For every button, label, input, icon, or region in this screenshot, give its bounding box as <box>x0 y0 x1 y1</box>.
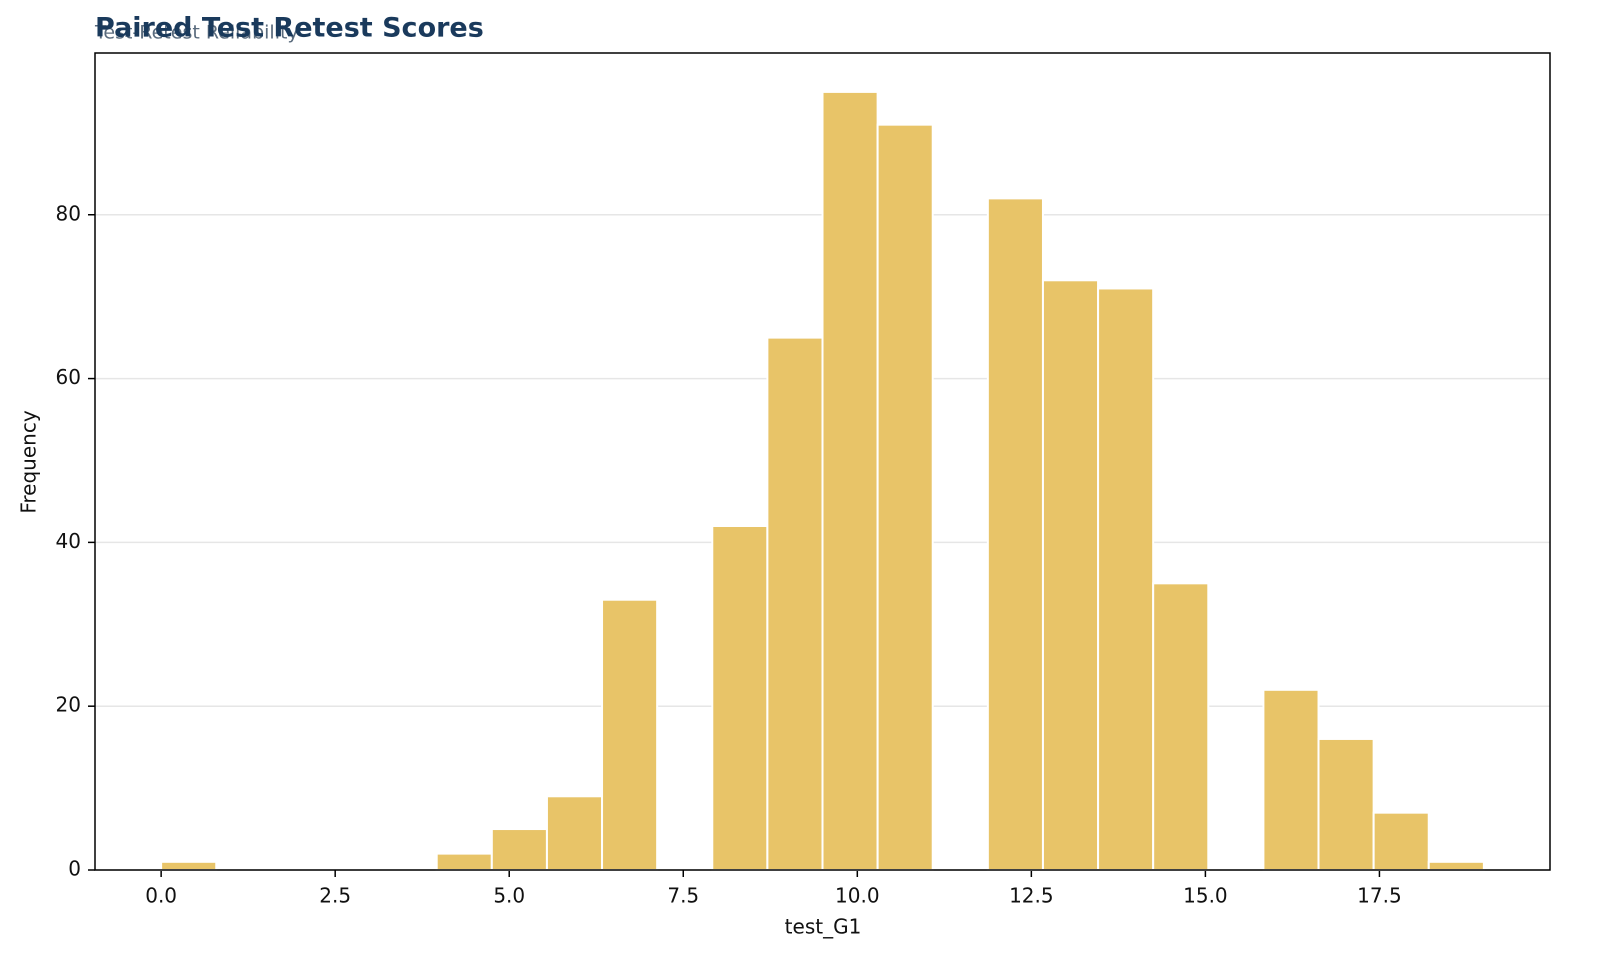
bar <box>1317 737 1375 872</box>
bar <box>766 336 824 872</box>
chart-title: Paired Test Retest Scores <box>95 13 484 44</box>
x-tick-label: 2.5 <box>319 884 351 908</box>
x-tick-label: 15.0 <box>1183 884 1228 908</box>
chart-subtitle: Test-Retest Reliability <box>94 22 299 44</box>
plot-frame <box>94 52 1551 871</box>
bar <box>160 860 218 871</box>
bar <box>711 525 769 871</box>
bar <box>876 123 934 871</box>
bar <box>821 90 879 871</box>
bar <box>1372 811 1430 872</box>
x-tick-label: 7.5 <box>667 884 699 908</box>
bar <box>545 795 604 871</box>
x-tick-label: 12.5 <box>1009 884 1054 908</box>
bar <box>986 197 1044 871</box>
y-tick-label: 20 <box>56 693 81 717</box>
y-tick-label: 40 <box>56 529 81 553</box>
bar <box>1427 860 1485 871</box>
bar <box>490 828 548 871</box>
x-tick-label: 0.0 <box>145 884 177 908</box>
bar <box>435 852 493 871</box>
bar <box>601 598 659 871</box>
bar <box>1152 582 1210 871</box>
bar <box>1097 287 1155 871</box>
y-axis-label: Frequency <box>17 410 41 513</box>
x-tick-label: 5.0 <box>493 884 525 908</box>
y-tick-label: 0 <box>68 857 81 881</box>
x-tick-label: 10.0 <box>835 884 880 908</box>
x-tick-label: 17.5 <box>1357 884 1402 908</box>
bar <box>1041 279 1100 871</box>
y-tick-label: 60 <box>56 365 81 389</box>
bar <box>1262 688 1320 871</box>
y-tick-label: 80 <box>56 201 81 225</box>
x-axis-label: test_G1 <box>785 915 862 939</box>
